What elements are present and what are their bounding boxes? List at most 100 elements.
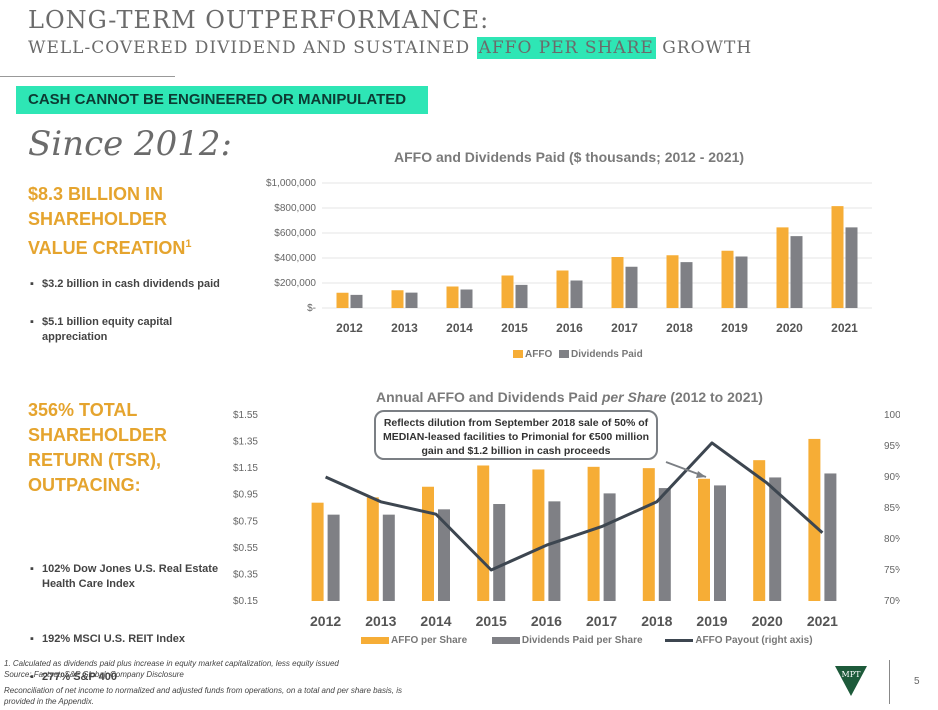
y2-tick-label: 75% <box>884 565 900 576</box>
logo-mark: MPT <box>835 666 867 696</box>
y2-tick-label: 95% <box>884 441 900 452</box>
affo-bar <box>501 275 514 308</box>
dividends-bar <box>790 236 803 308</box>
x-tick-label: 2012 <box>310 613 341 629</box>
dilution-callout: Reflects dilution from September 2018 sa… <box>374 410 658 460</box>
chart2-title-main: Annual AFFO and Dividends Paid <box>376 389 598 405</box>
affo-bar <box>776 227 789 308</box>
dividends-per-share-bar <box>493 504 506 601</box>
x-tick-label: 2020 <box>752 613 783 629</box>
x-tick-label: 2015 <box>501 321 528 335</box>
y2-tick-label: 85% <box>884 503 900 514</box>
dividends-per-share-bar <box>603 493 616 601</box>
bullet-item: 102% Dow Jones U.S. Real Estate Health C… <box>30 562 230 592</box>
dividends-bar <box>460 289 473 308</box>
dividends-per-share-bar <box>438 509 450 601</box>
bullet-item: $3.2 billion in cash dividends paid <box>30 277 230 292</box>
payout-line <box>324 441 824 572</box>
value-creation-headline: $8.3 BILLION IN SHAREHOLDER VALUE CREATI… <box>28 182 218 261</box>
x-tick-label: 2016 <box>531 613 562 629</box>
y-tick-label: $1.35 <box>233 437 258 448</box>
chart2-title-italic: per Share <box>601 389 667 405</box>
y-tick-label: $0.55 <box>233 543 258 554</box>
page-title: LONG-TERM OUTPERFORMANCE: <box>28 6 490 34</box>
chart2-title: Annual AFFO and Dividends Paid per Share… <box>376 389 763 405</box>
chart2-svg: $0.15 $0.35 $0.55 $0.75 $0.95 $1.15 $1.35 $1.55… <box>233 410 910 629</box>
x-tick-label: 2013 <box>365 613 396 629</box>
y-tick-label: $800,000 <box>274 203 316 214</box>
tsr-headline: 356% TOTAL SHAREHOLDER RETURN (TSR), OUT… <box>28 400 168 495</box>
chart1-svg: $- $200,000 $400,000 $600,000 $800,000 $1,000… <box>266 178 872 335</box>
footnote-reconciliation: Reconciliation of net income to normaliz… <box>4 686 403 706</box>
highlight-banner: CASH CANNOT BE ENGINEERED OR MANIPULATED <box>16 86 428 114</box>
legend-label-div-ps: Dividends Paid per Share <box>521 635 643 646</box>
footnote-source: Source: Factset, S&P Global, Company Dis… <box>4 670 184 679</box>
chart1-title: AFFO and Dividends Paid ($ thousands; 20… <box>394 149 745 165</box>
dividends-bar <box>735 256 748 308</box>
affo-bar <box>336 292 349 308</box>
chart1-legend: AFFO Dividends Paid <box>513 349 643 360</box>
page-number: 5 <box>914 676 920 687</box>
callout-arrowhead <box>696 471 706 478</box>
x-tick-label: 2014 <box>446 321 473 335</box>
affo-per-share-bar <box>532 469 545 601</box>
x-tick-label: 2016 <box>556 321 583 335</box>
chart2-title-suffix: (2012 to 2021) <box>670 389 763 405</box>
x-tick-label: 2018 <box>666 321 693 335</box>
x-tick-label: 2014 <box>420 613 451 629</box>
dividends-per-share-bar <box>769 477 782 601</box>
footnote-1: 1. Calculated as dividends paid plus inc… <box>4 659 339 668</box>
x-tick-label: 2019 <box>696 613 727 629</box>
legend-label-dividends: Dividends Paid <box>571 349 643 360</box>
x-tick-label: 2017 <box>611 321 638 335</box>
y-tick-label: $200,000 <box>274 278 316 289</box>
y2-tick-label: 80% <box>884 534 900 545</box>
x-tick-label: 2020 <box>776 321 803 335</box>
y2-tick-label: 70% <box>884 596 900 607</box>
affo-per-share-bar <box>698 478 710 601</box>
page-subtitle: WELL-COVERED DIVIDEND AND SUSTAINED AFFO… <box>28 37 753 59</box>
x-tick-label: 2018 <box>641 613 672 629</box>
subtitle-text: WELL-COVERED DIVIDEND AND SUSTAINED <box>28 38 471 58</box>
chart2-area: $0.15 $0.35 $0.55 $0.75 $0.95 $1.15 $1.35 $1.55… <box>230 405 910 630</box>
legend-swatch-affo-ps <box>361 636 389 644</box>
affo-per-share-bar <box>311 502 324 601</box>
legend-swatch-payout <box>665 638 694 642</box>
affo-bar <box>611 257 624 308</box>
x-tick-label: 2021 <box>831 321 858 335</box>
company-logo: MPT <box>833 664 869 698</box>
affo-per-share-bar <box>587 466 600 601</box>
y-tick-label: $0.15 <box>233 596 258 607</box>
chart2-legend: AFFO per Share Dividends Paid per Share … <box>361 635 813 646</box>
logo-text: MPT <box>842 670 862 679</box>
dividends-bar <box>570 280 583 308</box>
subtitle-highlight: AFFO PER SHARE <box>476 37 656 59</box>
y-tick-label: $1,000,000 <box>266 178 316 189</box>
legend-swatch-dividends <box>559 350 569 359</box>
y-tick-label: $600,000 <box>274 228 316 239</box>
y-tick-label: $0.95 <box>233 490 258 501</box>
footnote-mark: 1 <box>185 238 192 250</box>
title-divider <box>0 76 175 77</box>
y-tick-label: $0.35 <box>233 569 258 580</box>
subtitle-tail: GROWTH <box>662 38 753 58</box>
y-tick-label: $400,000 <box>274 253 316 264</box>
affo-per-share-bar <box>808 438 821 601</box>
since-heading: Since 2012: <box>28 124 233 164</box>
y-tick-label: $- <box>307 303 316 314</box>
dividends-per-share-bar <box>548 501 561 601</box>
affo-per-share-bar <box>366 497 379 601</box>
affo-bar <box>446 286 459 308</box>
dividends-bar <box>350 294 363 308</box>
y-tick-label: $1.55 <box>233 410 258 421</box>
affo-bar <box>556 270 569 308</box>
x-tick-label: 2013 <box>391 321 418 335</box>
footer-divider <box>889 660 890 704</box>
bullet-item: $5.1 billion equity capital appreciation <box>30 315 200 345</box>
x-tick-label: 2012 <box>336 321 363 335</box>
affo-bar <box>721 250 734 308</box>
dividends-bar <box>515 284 528 308</box>
dividends-per-share-bar <box>327 514 340 601</box>
affo-bar <box>666 255 679 308</box>
y-tick-label: $0.75 <box>233 516 258 527</box>
